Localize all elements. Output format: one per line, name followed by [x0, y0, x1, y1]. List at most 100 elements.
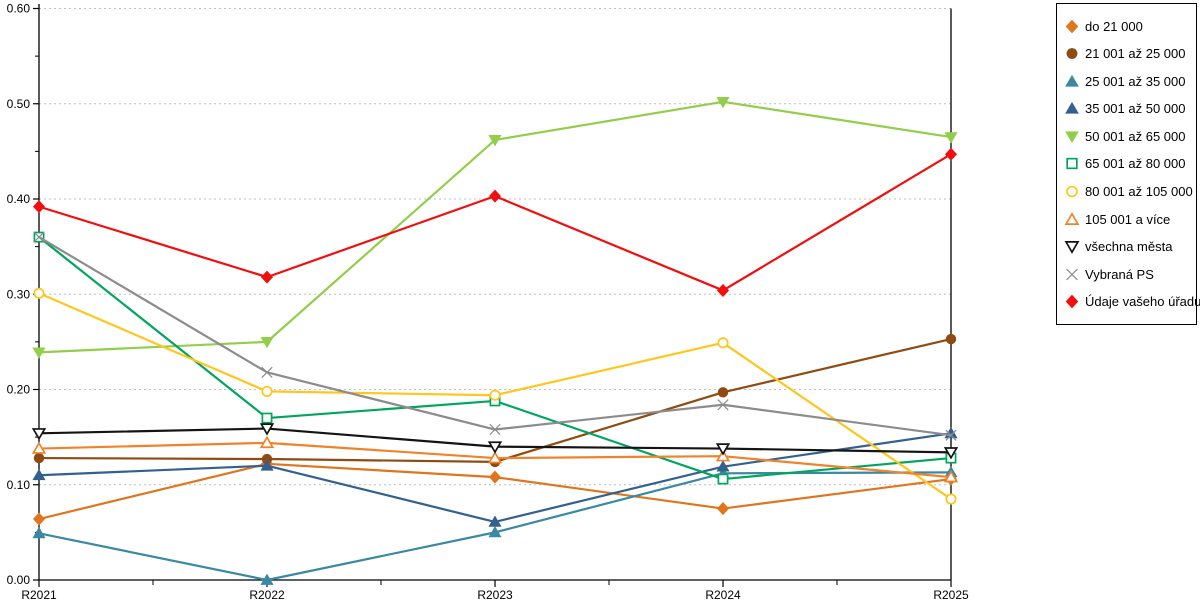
legend-item: do 21 000	[1064, 19, 1194, 34]
series-7	[33, 287, 957, 505]
triangle-up-marker	[487, 450, 503, 464]
x-tick-label: R2022	[249, 588, 285, 600]
x-tick-label: R2023	[477, 588, 513, 600]
series-line	[37, 153, 953, 292]
legend-label: všechna města	[1085, 239, 1173, 255]
triangle-up-marker	[31, 441, 47, 454]
triangle-down-marker	[31, 428, 47, 441]
circle-marker	[717, 337, 729, 349]
y-tick-label: 0.60	[7, 2, 31, 16]
triangle-down-marker	[32, 347, 46, 359]
legend-item: Vybraná PS	[1064, 267, 1194, 282]
triangle-down-marker	[488, 135, 502, 147]
square-open-legend-icon	[1066, 158, 1078, 170]
circle-marker	[717, 387, 729, 398]
triangle-up-marker	[259, 435, 275, 449]
triangle-up-marker	[488, 515, 502, 527]
triangle-up-marker	[943, 470, 959, 483]
triangle-up-legend-icon	[1065, 102, 1079, 114]
triangle-down-marker	[259, 423, 275, 436]
legend-item: 21 001 až 25 000	[1064, 46, 1194, 61]
x-tick-label: R2024	[705, 588, 741, 600]
series-1	[32, 457, 958, 526]
diamond-marker	[944, 147, 958, 161]
triangle-down-marker	[260, 336, 274, 349]
series-10	[33, 231, 957, 441]
legend-item: 35 001 až 50 000	[1064, 101, 1194, 116]
legend-item: 65 001 až 80 000	[1064, 156, 1194, 171]
legend-label: 65 001 až 80 000	[1085, 156, 1186, 172]
circle-marker	[33, 452, 45, 464]
diamond-marker	[716, 502, 730, 516]
y-tick-label: 0.10	[7, 478, 31, 492]
y-tick-label: 0.40	[7, 192, 31, 206]
triangle-up-marker	[260, 459, 274, 471]
diamond-marker	[488, 189, 502, 203]
diamond-marker	[716, 283, 730, 297]
triangle-up-marker	[260, 573, 274, 585]
square-marker	[1066, 158, 1078, 170]
legend-label: 50 001 až 65 000	[1085, 128, 1186, 144]
legend-item: všechna města	[1064, 239, 1194, 255]
square-marker	[717, 473, 729, 485]
y-tick-label: 0.50	[7, 97, 31, 111]
triangle-down-legend-icon	[1065, 131, 1079, 144]
triangle-down-marker	[1065, 131, 1079, 144]
x-marker	[1066, 268, 1078, 281]
diamond-marker	[32, 200, 46, 214]
series-8	[31, 435, 959, 483]
triangle-down-marker	[943, 447, 959, 460]
x-marker	[261, 366, 273, 378]
circle-legend-icon	[1066, 48, 1078, 60]
circle-open-legend-icon	[1066, 185, 1078, 198]
legend-label: 80 001 až 105 000	[1085, 184, 1193, 200]
triangle-up-marker	[715, 449, 731, 462]
diamond-marker	[1065, 19, 1079, 33]
triangle-down-marker	[944, 132, 958, 144]
diamond-legend-icon	[1065, 295, 1079, 309]
legend-label: 21 001 až 25 000	[1085, 46, 1186, 62]
x-marker	[489, 423, 501, 436]
triangle-up-marker	[488, 525, 502, 538]
legend-label: do 21 000	[1085, 18, 1143, 34]
y-tick-label: 0.00	[7, 573, 31, 587]
circle-marker	[945, 493, 957, 505]
triangle-down-marker	[715, 443, 731, 456]
triangle-up-marker	[716, 460, 730, 472]
y-tick-label: 0.30	[7, 287, 31, 301]
square-marker	[261, 412, 273, 424]
x-marker	[717, 399, 729, 411]
x-open-legend-icon	[1066, 268, 1078, 281]
series-9	[31, 423, 959, 460]
triangle-up-marker	[32, 468, 46, 481]
circle-marker	[1066, 48, 1078, 60]
diamond-marker	[260, 270, 274, 284]
triangle-down-marker	[1064, 241, 1080, 255]
triangle-up-marker	[1064, 211, 1080, 225]
legend-label: Vybraná PS	[1085, 266, 1154, 282]
legend-item: 105 001 a více	[1064, 211, 1194, 227]
triangle-down-marker	[487, 441, 503, 454]
circle-marker	[945, 333, 957, 345]
circle-marker	[1066, 185, 1078, 198]
legend-item: 25 001 až 35 000	[1064, 74, 1194, 89]
triangle-down-marker	[716, 96, 730, 109]
triangle-up-marker	[32, 526, 46, 539]
legend-label: 105 001 a více	[1085, 211, 1171, 227]
triangle-down-open-legend-icon	[1064, 241, 1080, 255]
x-tick-label: R2025	[933, 588, 969, 600]
series-11	[32, 147, 958, 297]
legend-label: 25 001 až 35 000	[1085, 73, 1186, 89]
chart-legend: do 21 000 21 001 až 25 000 25 001 až 35 00…	[1056, 3, 1200, 325]
triangle-up-open-legend-icon	[1064, 211, 1080, 225]
x-marker	[945, 429, 957, 441]
x-tick-label: R2021	[21, 588, 57, 600]
legend-item: 80 001 až 105 000	[1064, 184, 1194, 199]
x-marker	[33, 231, 45, 243]
legend-item: 50 001 až 65 000	[1064, 129, 1194, 144]
legend-label: Údaje vašeho úřadu	[1085, 294, 1200, 310]
triangle-up-legend-icon	[1065, 74, 1079, 87]
triangle-up-marker	[1065, 102, 1079, 114]
legend-item: Údaje vašeho úřadu	[1064, 294, 1200, 309]
